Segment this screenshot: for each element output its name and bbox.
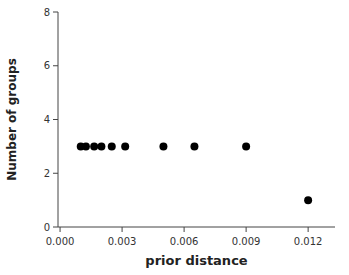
tick-mark (53, 12, 58, 13)
chart: 0.000 0.003 0.006 0.009 0.012 0 2 4 6 8 prior dist… (0, 0, 349, 275)
tick-mark (53, 173, 58, 174)
tick-label: 4 (44, 114, 50, 125)
tick-mark (53, 65, 58, 66)
point (242, 142, 250, 150)
tick-mark (122, 227, 123, 232)
point (90, 142, 98, 150)
point (159, 142, 167, 150)
point (304, 196, 312, 204)
point (190, 142, 198, 150)
tick-mark (60, 227, 61, 232)
axes: 0.000 0.003 0.006 0.009 0.012 0 2 4 6 8 (44, 7, 335, 248)
tick-label: 0.012 (294, 236, 323, 247)
tick-label: 8 (44, 7, 50, 18)
point (97, 142, 105, 150)
tick-mark (308, 227, 309, 232)
x-axis-line (58, 227, 335, 228)
chart-container: 0.000 0.003 0.006 0.009 0.012 0 2 4 6 8 prior dist… (0, 0, 349, 275)
y-axis-label: Number of groups (5, 58, 19, 181)
tick-label: 0.006 (170, 236, 199, 247)
tick-mark (246, 227, 247, 232)
tick-label: 6 (44, 60, 50, 71)
tick-label: 2 (44, 168, 50, 179)
tick-mark (184, 227, 185, 232)
y-axis-line (58, 12, 59, 227)
point (108, 142, 116, 150)
point (121, 142, 129, 150)
tick-label: 0.000 (46, 236, 75, 247)
x-axis-label: prior distance (145, 253, 247, 268)
point (82, 142, 90, 150)
tick-mark (53, 227, 58, 228)
tick-label: 0.009 (232, 236, 261, 247)
tick-label: 0 (44, 222, 50, 233)
tick-label: 0.003 (108, 236, 137, 247)
points (77, 142, 312, 204)
tick-mark (53, 119, 58, 120)
